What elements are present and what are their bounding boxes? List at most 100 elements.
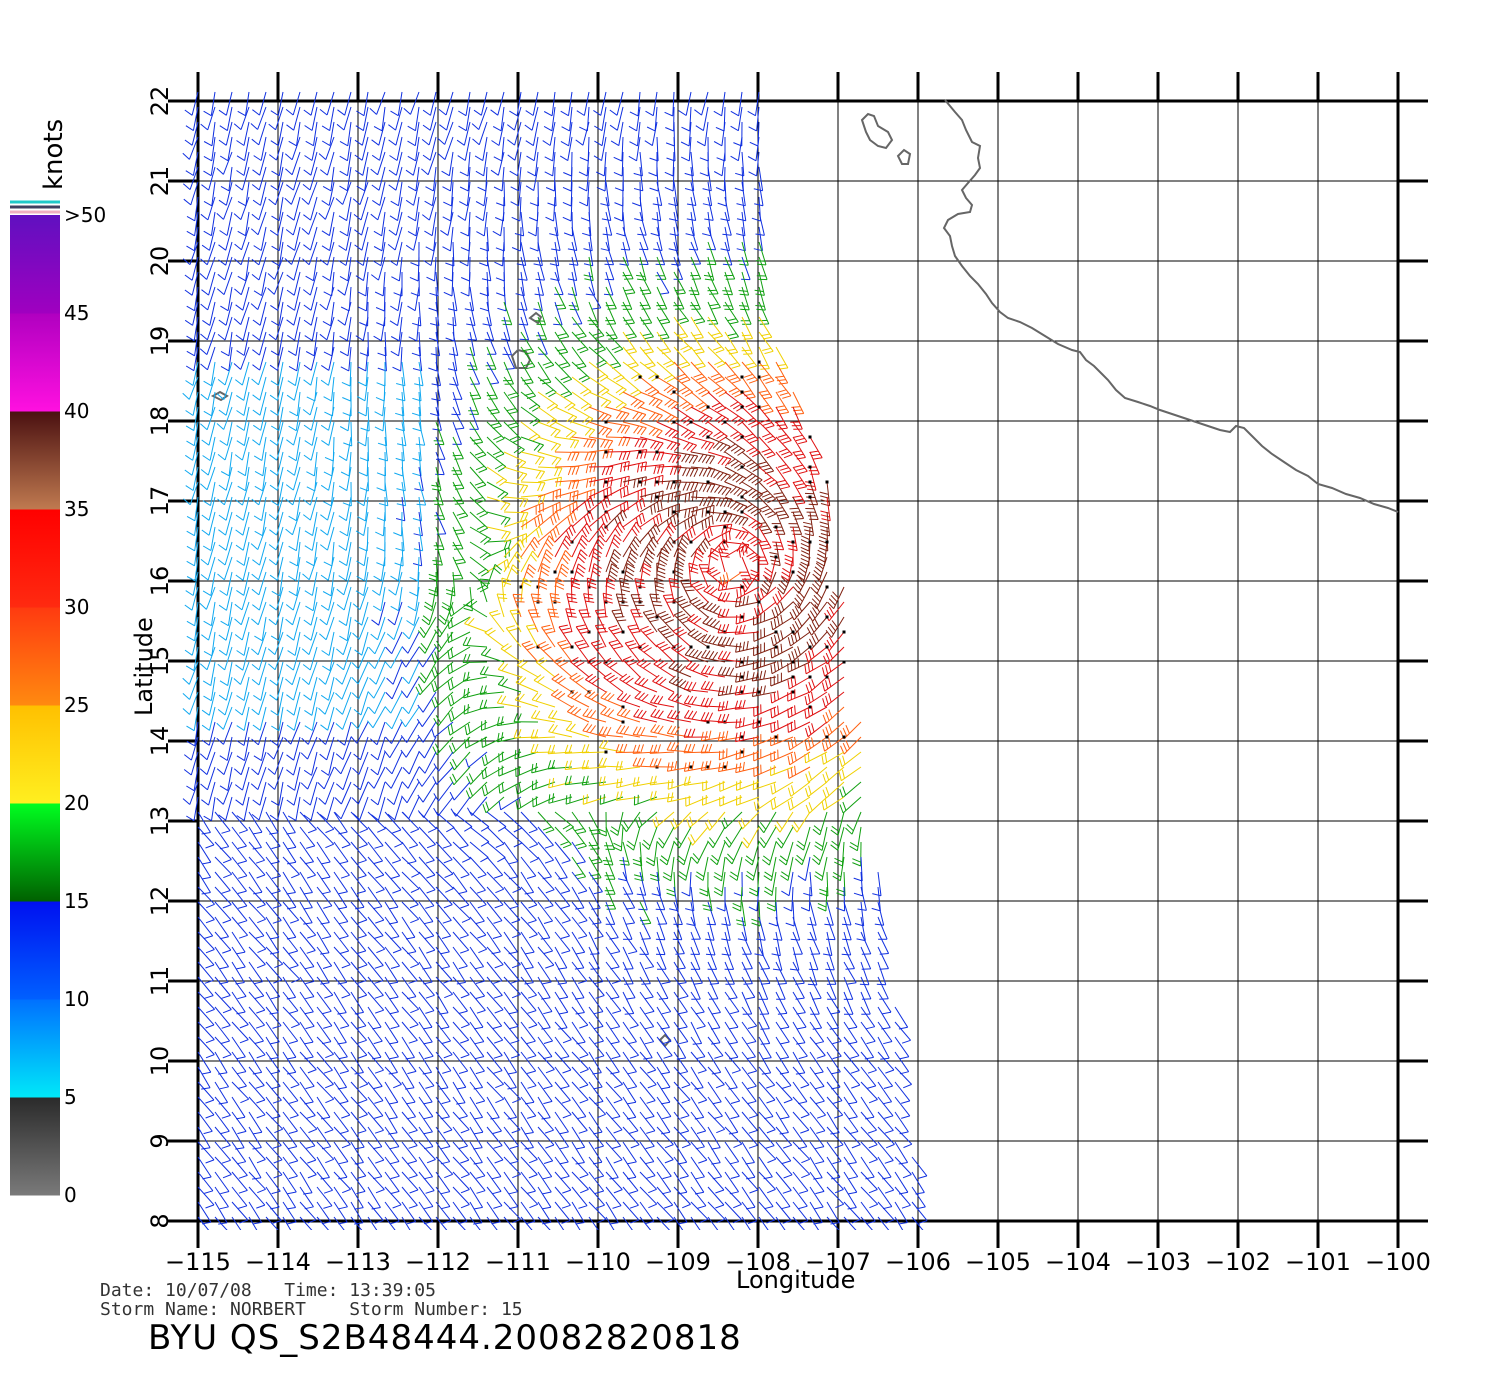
rain-flag-marker: [655, 480, 659, 484]
wind-barb: [225, 526, 233, 551]
wind-barb-feather: [687, 710, 694, 719]
wind-barb-feather: [777, 720, 779, 730]
wind-barb: [483, 211, 488, 236]
wind-barb-feather: [351, 677, 359, 685]
wind-barb-feather: [817, 553, 826, 559]
wind-barb-feather: [754, 289, 764, 293]
wind-barb-feather: [351, 721, 359, 730]
wind-barb: [622, 196, 624, 222]
wind-barb-feather: [664, 597, 675, 600]
wind-barb: [361, 136, 369, 161]
wind-barb-feather: [687, 761, 691, 771]
wind-barb-feather: [567, 596, 577, 600]
wind-barb-feather: [723, 539, 729, 548]
wind-barb: [398, 331, 403, 356]
wind-barb-feather: [754, 203, 764, 207]
wind-barb-feather: [722, 263, 732, 266]
wind-barb: [226, 631, 233, 656]
wind-barb-feather: [468, 368, 478, 371]
wind-barb: [532, 121, 539, 146]
wind-barb-feather: [598, 739, 605, 748]
wind-barb-feather: [709, 506, 711, 516]
wind-barb-feather: [747, 156, 757, 162]
wind-barb-feather: [644, 362, 654, 366]
wind-barb-feather: [286, 769, 294, 776]
wind-barb-feather: [304, 125, 313, 131]
wind-barb-feather: [355, 275, 364, 282]
wind-barb-feather: [562, 542, 569, 550]
wind-barb: [390, 646, 403, 669]
wind-barb: [294, 631, 301, 656]
wind-barb-feather: [534, 536, 540, 545]
wind-barb-feather: [557, 467, 563, 477]
wind-barb-feather: [650, 505, 653, 515]
wind-barb: [294, 766, 301, 791]
rain-flag-marker: [723, 765, 727, 769]
wind-barb-feather: [356, 185, 365, 192]
wind-barb-feather: [763, 670, 767, 680]
wind-barb-feather: [730, 415, 739, 422]
wind-barb: [258, 196, 267, 221]
wind-barb: [310, 196, 318, 221]
wind-barb-feather: [704, 650, 711, 659]
wind-barb-feather: [708, 666, 715, 675]
wind-barb: [189, 691, 199, 715]
wind-barb: [418, 391, 422, 416]
wind-barb-feather: [648, 172, 658, 177]
wind-barb-feather: [342, 397, 351, 402]
wind-barb: [503, 436, 525, 450]
wind-barb-feather: [652, 399, 660, 407]
wind-barb-feather: [653, 248, 663, 251]
wind-barb-feather: [654, 477, 657, 487]
wind-barb-feather: [432, 488, 442, 491]
wind-barb: [226, 736, 233, 761]
wind-barb-feather: [289, 561, 298, 567]
wind-barb-feather: [235, 799, 244, 806]
wind-barb-feather: [721, 731, 725, 741]
wind-barb-feather: [606, 496, 611, 506]
wind-barb: [259, 391, 267, 416]
wind-barb: [486, 526, 511, 533]
wind-barb-feather: [416, 778, 423, 787]
wind-barb: [519, 196, 522, 222]
wind-barb-feather: [462, 653, 467, 663]
wind-barb-feather: [530, 729, 535, 739]
wind-barb-feather: [760, 658, 762, 668]
wind-barb-feather: [431, 484, 441, 488]
wind-barb-feather: [199, 753, 208, 761]
wind-barb-feather: [602, 740, 609, 749]
wind-barb-feather: [474, 451, 484, 456]
wind-barb-feather: [551, 777, 555, 787]
wind-barb: [531, 106, 539, 131]
wind-barb: [486, 226, 489, 252]
wind-barb-feather: [560, 567, 569, 574]
rain-flag-marker: [621, 705, 625, 709]
wind-barb-feather: [565, 550, 572, 558]
wind-barb: [243, 376, 250, 401]
wind-barb: [278, 616, 284, 641]
wind-barb-feather: [484, 736, 487, 746]
wind-barb-feather: [821, 682, 826, 692]
wind-barb: [497, 151, 505, 176]
wind-barb-feather: [613, 537, 621, 545]
wind-barb-feather: [515, 675, 523, 683]
wind-barb-feather: [642, 439, 648, 448]
wind-barb-feather: [451, 605, 455, 615]
wind-barb-feather: [839, 757, 843, 767]
wind-barb-feather: [587, 439, 593, 448]
wind-barb-feather: [355, 590, 364, 597]
wind-barb-feather: [289, 411, 298, 417]
wind-barb: [571, 241, 579, 266]
wind-barb-feather: [422, 124, 431, 131]
wind-barb-feather: [235, 529, 244, 536]
wind-barb-feather: [687, 681, 693, 691]
wind-barb: [741, 436, 761, 453]
wind-barb-feather: [481, 571, 490, 577]
wind-barb-feather: [677, 480, 682, 490]
wind-barb: [421, 766, 437, 787]
wind-barb-feather: [216, 768, 225, 775]
wind-barb-feather: [629, 627, 639, 631]
wind-barb-feather: [656, 570, 666, 575]
wind-barb-feather: [738, 517, 745, 525]
wind-barb: [453, 781, 471, 801]
